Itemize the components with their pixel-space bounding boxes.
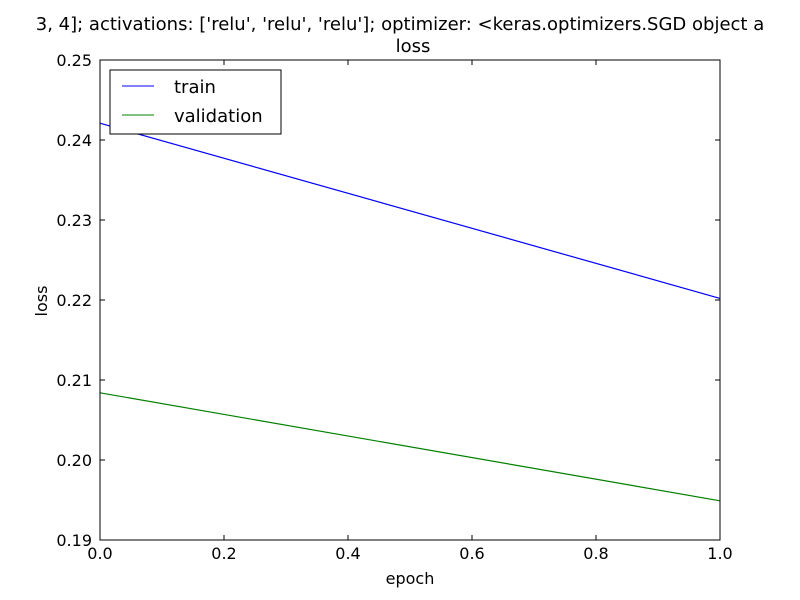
x-tick-label: 0.4 bbox=[335, 544, 360, 563]
legend-validation-label: validation bbox=[174, 106, 263, 127]
y-tick-label: 0.24 bbox=[56, 131, 92, 150]
x-tick-label: 1.0 bbox=[707, 544, 732, 563]
legend-box bbox=[109, 69, 282, 135]
series-line-train bbox=[99, 122, 721, 299]
y-tick-label: 0.21 bbox=[56, 371, 92, 390]
series-line-validation bbox=[99, 392, 721, 502]
y-tick-label: 0.22 bbox=[56, 291, 92, 310]
y-tick-label: 0.25 bbox=[56, 51, 92, 70]
chart-title: 3, 4]; activations: ['relu', 'relu', 're… bbox=[36, 14, 764, 35]
x-tick-label: 0.2 bbox=[211, 544, 236, 563]
axis-ticks: 0.0 0.2 0.4 0.6 0.8 1.0 0.19 0.20 0.21 0.22 0.23 0.… bbox=[56, 51, 732, 563]
y-tick-label: 0.23 bbox=[56, 211, 92, 230]
legend-train-label: train bbox=[174, 77, 216, 98]
y-axis-label: loss bbox=[32, 286, 51, 317]
series-lines bbox=[99, 122, 721, 502]
plot-frame bbox=[99, 59, 721, 541]
x-axis-label: epoch bbox=[386, 569, 435, 588]
chart-subtitle: loss bbox=[396, 36, 431, 57]
y-tick-label: 0.20 bbox=[56, 451, 92, 470]
x-tick-label: 0.0 bbox=[87, 544, 112, 563]
y-tick-label: 0.19 bbox=[56, 531, 92, 550]
legend: train validation bbox=[109, 69, 282, 135]
x-tick-label: 0.8 bbox=[583, 544, 608, 563]
x-tick-label: 0.6 bbox=[459, 544, 484, 563]
